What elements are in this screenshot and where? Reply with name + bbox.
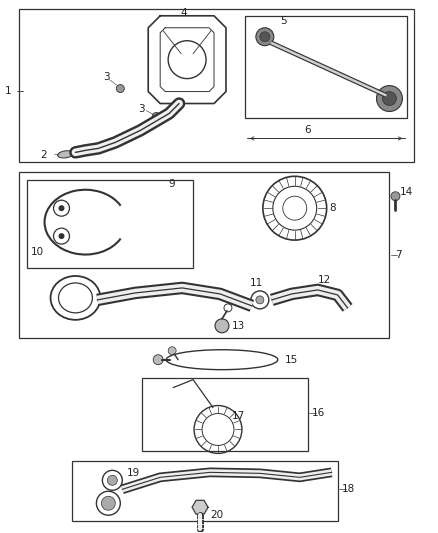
Text: 15: 15 (285, 354, 298, 365)
Text: 2: 2 (41, 150, 47, 160)
Bar (245, 16, 407, 118)
Circle shape (382, 92, 396, 106)
Circle shape (168, 347, 176, 355)
Circle shape (215, 319, 229, 333)
Circle shape (153, 355, 163, 365)
Text: 9: 9 (168, 179, 175, 189)
Circle shape (107, 475, 117, 486)
Text: 18: 18 (342, 484, 355, 494)
Circle shape (391, 192, 400, 201)
Text: 10: 10 (31, 247, 44, 257)
Circle shape (117, 85, 124, 93)
Text: 5: 5 (280, 16, 286, 26)
Circle shape (377, 86, 403, 111)
Bar (27, 180, 193, 268)
Text: 17: 17 (232, 410, 245, 421)
Polygon shape (192, 500, 208, 514)
Bar (19, 9, 414, 163)
Text: 1: 1 (5, 86, 11, 95)
Text: 16: 16 (312, 408, 325, 417)
Text: 6: 6 (305, 125, 311, 135)
Circle shape (101, 496, 115, 510)
Text: 3: 3 (138, 103, 145, 114)
Text: 19: 19 (127, 469, 141, 478)
Text: 4: 4 (180, 8, 187, 18)
Circle shape (152, 112, 160, 120)
Text: 14: 14 (399, 187, 413, 197)
Bar (72, 462, 338, 521)
Text: 3: 3 (103, 71, 110, 82)
Text: 20: 20 (210, 510, 223, 520)
Text: 8: 8 (330, 203, 336, 213)
Circle shape (260, 32, 270, 42)
Circle shape (256, 296, 264, 304)
Circle shape (256, 28, 274, 46)
Bar (142, 378, 308, 451)
Text: 12: 12 (318, 275, 331, 285)
Circle shape (59, 233, 64, 239)
Text: 7: 7 (396, 250, 402, 260)
Bar (19, 172, 389, 338)
Text: 11: 11 (250, 278, 263, 288)
Ellipse shape (57, 151, 74, 158)
Text: 13: 13 (232, 321, 245, 331)
Circle shape (59, 205, 64, 211)
